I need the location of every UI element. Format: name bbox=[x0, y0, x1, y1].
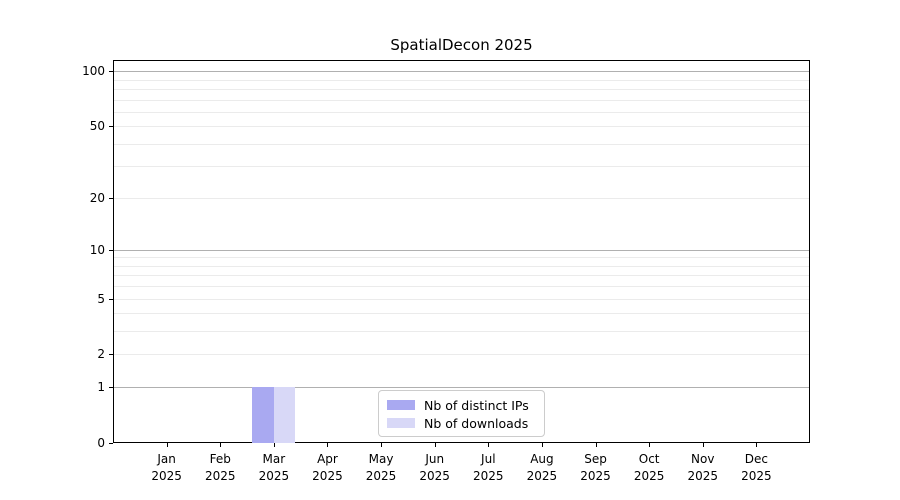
x-tick-year: 2025 bbox=[741, 469, 772, 483]
minor-gridline bbox=[114, 313, 809, 315]
x-tick-month: Feb bbox=[209, 452, 231, 466]
legend: Nb of distinct IPs Nb of downloads bbox=[378, 390, 545, 437]
minor-gridline bbox=[114, 88, 809, 90]
plot-area bbox=[113, 60, 810, 443]
minor-gridline bbox=[114, 354, 809, 356]
y-tick-label: 0 bbox=[97, 436, 105, 450]
minor-gridline bbox=[114, 99, 809, 101]
x-tick-label: Jun 2025 bbox=[405, 451, 465, 485]
x-tick-month: Oct bbox=[638, 452, 660, 466]
x-tick-label: Oct 2025 bbox=[619, 451, 679, 485]
legend-swatch bbox=[387, 418, 415, 428]
x-tick-year: 2025 bbox=[526, 469, 558, 483]
minor-gridline bbox=[114, 257, 809, 259]
legend-label: Nb of distinct IPs bbox=[424, 397, 529, 413]
x-tick-label: Aug 2025 bbox=[512, 451, 572, 485]
x-tick-label: Apr 2025 bbox=[297, 451, 357, 485]
x-tick-mark bbox=[434, 443, 436, 447]
y-tick-label: 50 bbox=[89, 119, 105, 134]
x-tick-label: May 2025 bbox=[351, 451, 411, 485]
x-tick-month: Jun bbox=[425, 452, 445, 466]
x-tick-year: 2025 bbox=[633, 469, 665, 483]
x-tick-mark bbox=[702, 443, 704, 447]
x-tick-label: Mar 2025 bbox=[244, 451, 304, 485]
x-tick-label: Dec 2025 bbox=[726, 451, 786, 485]
major-gridline bbox=[114, 71, 809, 73]
y-tick-label: 10 bbox=[89, 242, 105, 257]
x-tick-mark bbox=[488, 443, 490, 447]
x-tick-month: Sep bbox=[584, 452, 607, 466]
minor-gridline bbox=[114, 286, 809, 288]
x-tick-label: Feb 2025 bbox=[190, 451, 250, 485]
bar bbox=[252, 387, 274, 443]
x-tick-mark bbox=[273, 443, 275, 447]
y-tick-label: 2 bbox=[97, 347, 105, 362]
minor-gridline bbox=[114, 126, 809, 128]
minor-gridline bbox=[114, 79, 809, 81]
legend-item: Nb of distinct IPs bbox=[387, 396, 536, 414]
x-tick-mark bbox=[595, 443, 597, 447]
minor-gridline bbox=[114, 275, 809, 277]
minor-gridline bbox=[114, 166, 809, 168]
x-tick-month: Dec bbox=[744, 452, 768, 466]
minor-gridline bbox=[114, 265, 809, 267]
x-tick-label: Nov 2025 bbox=[673, 451, 733, 485]
legend-swatch bbox=[387, 400, 415, 410]
x-tick-month: Apr bbox=[317, 452, 338, 466]
x-tick-mark bbox=[381, 443, 383, 447]
y-tick-mark bbox=[109, 443, 113, 444]
y-tick-mark bbox=[109, 249, 113, 251]
x-tick-month: May bbox=[368, 452, 394, 466]
y-tick-mark bbox=[109, 298, 113, 300]
x-tick-mark bbox=[220, 443, 222, 447]
minor-gridline bbox=[114, 143, 809, 145]
legend-item: Nb of downloads bbox=[387, 414, 536, 432]
x-tick-year: 2025 bbox=[312, 469, 343, 483]
x-tick-year: 2025 bbox=[204, 469, 236, 483]
x-tick-label: Sep 2025 bbox=[566, 451, 626, 485]
x-tick-year: 2025 bbox=[687, 469, 719, 483]
x-tick-year: 2025 bbox=[419, 469, 450, 483]
x-tick-mark bbox=[649, 443, 651, 447]
x-tick-year: 2025 bbox=[151, 469, 182, 483]
x-tick-year: 2025 bbox=[580, 469, 611, 483]
y-tick-mark bbox=[109, 354, 113, 356]
x-tick-mark bbox=[541, 443, 543, 447]
chart-title: SpatialDecon 2025 bbox=[390, 36, 533, 54]
legend-label: Nb of downloads bbox=[424, 415, 529, 431]
x-tick-mark bbox=[756, 443, 758, 447]
major-gridline bbox=[114, 249, 809, 251]
y-tick-mark bbox=[109, 71, 113, 73]
minor-gridline bbox=[114, 197, 809, 199]
y-tick-label: 1 bbox=[97, 380, 105, 395]
y-tick-mark bbox=[109, 126, 113, 128]
x-tick-label: Jul 2025 bbox=[458, 451, 518, 485]
y-tick-mark bbox=[109, 387, 113, 389]
y-tick-mark bbox=[109, 197, 113, 199]
x-tick-mark bbox=[327, 443, 329, 447]
minor-gridline bbox=[114, 111, 809, 113]
x-tick-month: Nov bbox=[691, 452, 715, 466]
minor-gridline bbox=[114, 298, 809, 300]
x-tick-month: Aug bbox=[530, 452, 554, 466]
x-tick-mark bbox=[166, 443, 168, 447]
y-tick-label: 5 bbox=[97, 291, 105, 306]
x-tick-label: Jan 2025 bbox=[137, 451, 197, 485]
bar bbox=[273, 387, 296, 443]
y-tick-label: 20 bbox=[89, 190, 105, 205]
x-tick-month: Jan bbox=[157, 452, 176, 466]
x-tick-year: 2025 bbox=[473, 469, 504, 483]
x-tick-year: 2025 bbox=[365, 469, 397, 483]
y-tick-label: 100 bbox=[82, 64, 105, 79]
x-tick-year: 2025 bbox=[258, 469, 290, 483]
major-gridline bbox=[114, 387, 809, 389]
minor-gridline bbox=[114, 331, 809, 333]
x-tick-month: Mar bbox=[262, 452, 286, 466]
x-tick-month: Jul bbox=[481, 452, 496, 466]
